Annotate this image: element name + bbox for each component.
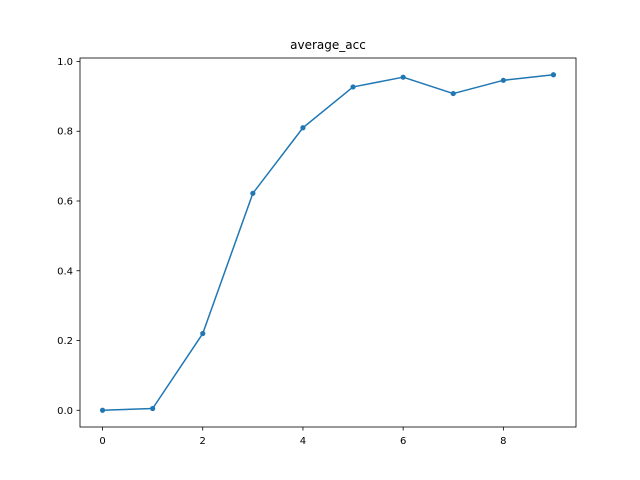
x-tick-label: 6	[400, 436, 406, 447]
y-tick-label: 0.6	[57, 196, 73, 207]
data-point	[250, 190, 256, 196]
data-point	[400, 74, 406, 80]
data-point	[450, 90, 456, 97]
y-tick-label: 0.0	[57, 406, 73, 417]
series-line-0	[101, 73, 555, 412]
axes-frame	[79, 57, 577, 428]
data-point	[500, 77, 506, 83]
x-tick-label: 0	[99, 436, 105, 447]
x-tick-label: 4	[300, 436, 306, 447]
data-point	[350, 84, 356, 90]
series-layer	[99, 72, 557, 413]
data-point	[550, 72, 557, 78]
data-point	[99, 407, 106, 413]
data-point	[300, 125, 306, 131]
y-tick-label: 0.4	[57, 266, 73, 277]
data-point	[200, 330, 206, 337]
ticks-layer: 0 2 4 6 8 0.0 0.2 0.4 0.6 0.8 1.0	[57, 57, 506, 447]
data-point	[150, 405, 156, 412]
y-tick-label: 0.2	[57, 336, 73, 347]
x-tick-label: 2	[200, 436, 206, 447]
chart-title: average_acc	[290, 38, 366, 52]
y-tick-label: 0.8	[57, 127, 73, 138]
x-tick-label: 8	[500, 436, 506, 447]
y-tick-label: 1.0	[57, 57, 73, 68]
